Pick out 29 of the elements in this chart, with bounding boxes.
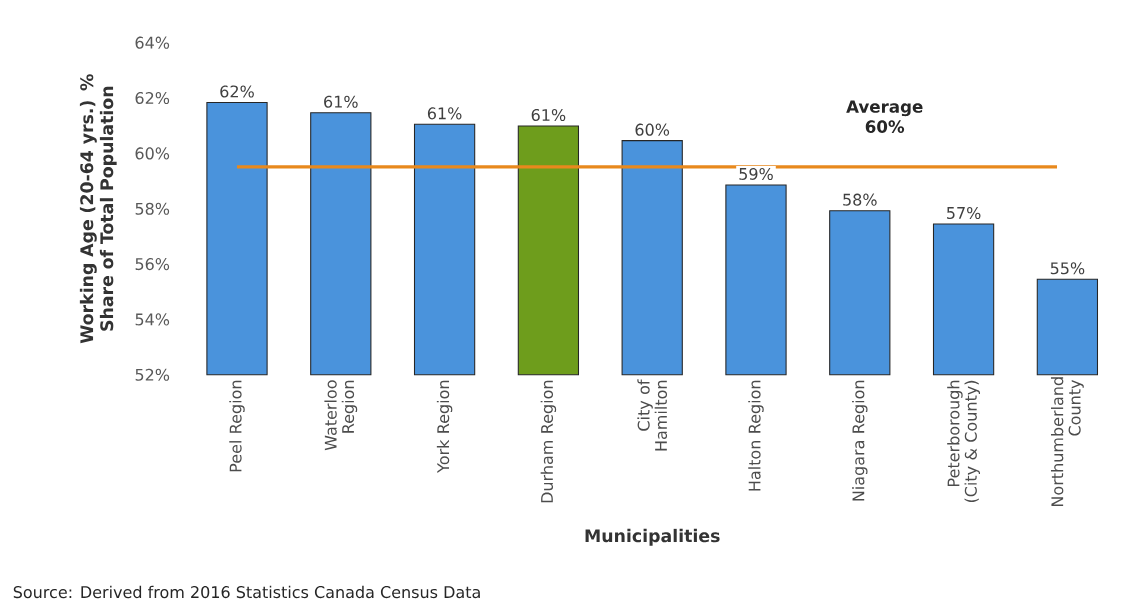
data-label: 55% [1050,262,1085,275]
data-label: 61% [427,107,462,120]
x-tick-label: Waterloo Region [324,380,358,451]
x-tick-label: Halton Region [748,380,764,491]
y-tick-label: 64% [135,36,170,49]
y-tick-label: 52% [135,368,170,381]
data-label: 58% [843,193,877,206]
y-tick-label: 56% [135,257,170,271]
x-tick-label: Northumberland County [1050,377,1084,506]
x-tick-label: Peterborough (City & County) [947,380,980,503]
x-tick-label: Peel Region [229,380,245,472]
ref-line-label: Average 60% [846,100,923,133]
x-tick-label: Durham Region [540,380,557,503]
data-label: 59% [739,167,773,180]
data-label: 61% [324,95,358,108]
data-label: 57% [947,206,981,219]
x-tick-label: City of Hamilton [637,379,668,451]
data-label: 62% [220,85,254,98]
data-label: 60% [635,123,670,136]
y-tick-label: 58% [135,202,170,215]
x-axis-title: Municipalities [585,528,720,546]
x-tick-label: Niagara Region [852,380,868,501]
data-label: 61% [531,108,566,121]
x-tick-label: York Region [436,380,453,473]
y-axis-title: Working Age (20-64 yrs.) % Share of Total Population [79,74,117,344]
y-tick-label: 54% [135,313,170,326]
y-tick-label: 62% [135,91,170,105]
y-tick-label: 60% [135,147,170,160]
source-note: Source: Derived from 2016 Statistics Canada Census Data [13,585,480,599]
